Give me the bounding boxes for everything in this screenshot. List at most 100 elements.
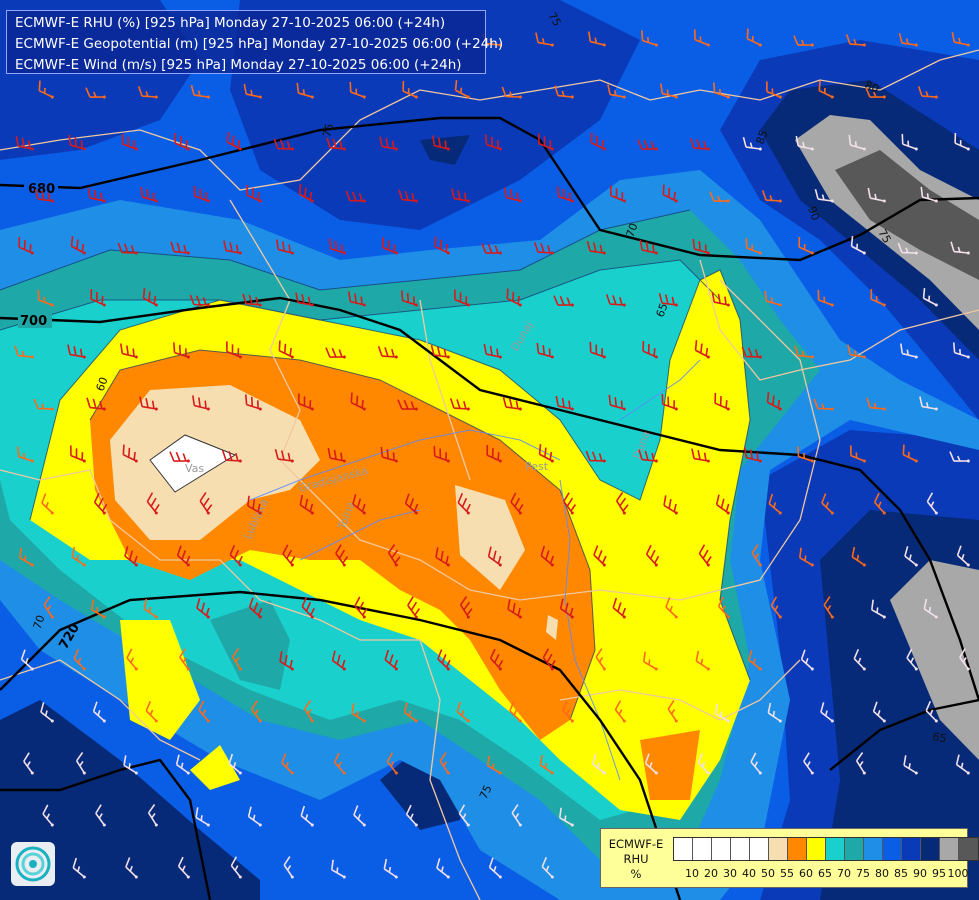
rhu-contour-labels: 75 80 85 90 75 70 65 60 75 65 70 75 (31, 10, 948, 801)
wind-barb (230, 856, 242, 879)
wind-barb (90, 288, 106, 307)
wind-barb (351, 703, 366, 723)
wind-barb (20, 649, 34, 671)
wind-barb (608, 394, 626, 411)
wind-barb (563, 492, 577, 515)
wind-barb (906, 648, 918, 671)
wind-barb (922, 288, 938, 307)
wind-barb (483, 343, 502, 359)
wind-barb (590, 132, 606, 151)
wind-barb (85, 87, 106, 99)
wind-barb (487, 546, 502, 567)
rivers (249, 359, 701, 781)
wind-barb (42, 804, 54, 827)
wind-barb (615, 492, 629, 515)
rhu-label: 70 (624, 221, 641, 239)
wind-barb (457, 492, 471, 515)
wind-barb (658, 292, 678, 307)
wind-barb (23, 752, 34, 775)
wind-barb (377, 346, 398, 359)
wind-barb (950, 241, 970, 255)
wind-barb (226, 341, 242, 359)
wind-barb (503, 187, 522, 203)
wind-barb (331, 859, 346, 879)
wind-barb (904, 546, 918, 567)
wind-barb (507, 599, 522, 619)
rhu-label: 60 (94, 375, 111, 393)
rhu-label: 75 (545, 10, 563, 29)
wind-barb (193, 185, 210, 203)
wind-barb (16, 446, 34, 463)
wind-barb (761, 190, 782, 203)
country-borders (0, 49, 979, 900)
wind-barb (538, 133, 554, 151)
legend-tick: 20 (704, 867, 718, 880)
wind-barb (501, 86, 522, 99)
rhu-85-90-area (420, 135, 470, 165)
wind-barb (589, 341, 606, 359)
legend-color-scale (673, 837, 979, 861)
wind-barb (382, 237, 398, 255)
legend-tick: 95 (932, 867, 946, 880)
wind-barb (593, 545, 607, 567)
wind-barb (126, 648, 138, 671)
wind-barb (398, 189, 418, 203)
wind-barb (405, 804, 418, 827)
wind-barb (605, 294, 626, 307)
rhu-95-100-area (835, 150, 979, 280)
wind-barb (295, 292, 314, 307)
wind-barb (174, 132, 190, 151)
wind-barb (177, 856, 190, 879)
wind-barb (587, 31, 606, 47)
wind-barb (793, 35, 814, 47)
wind-barb (865, 87, 886, 99)
wind-barb (872, 701, 886, 723)
wind-barb (454, 289, 470, 307)
wind-barb (926, 492, 938, 515)
wind-barb (19, 547, 34, 567)
wind-barb (853, 648, 866, 671)
wind-barb (117, 242, 138, 255)
legend-swatch (788, 838, 807, 860)
wind-barb (898, 32, 918, 47)
wind-barb (488, 857, 502, 879)
wind-barb (540, 545, 555, 567)
wind-barb (95, 804, 106, 827)
wind-barb (384, 649, 399, 671)
wind-barb (873, 492, 886, 515)
wind-barb (437, 649, 451, 671)
wind-barb (430, 344, 450, 359)
wind-barb (139, 396, 158, 411)
wind-barb (223, 240, 242, 255)
legend-swatch (807, 838, 826, 860)
wind-barb (502, 396, 522, 411)
wind-barb (37, 289, 54, 307)
wind-barb (142, 288, 158, 307)
wind-barb (119, 343, 138, 359)
legend-title-variable: RHU (623, 852, 649, 866)
wind-barb (72, 857, 86, 879)
wind-barb (695, 650, 710, 671)
wind-barb (813, 398, 834, 411)
legend-tick: 10 (685, 867, 699, 880)
wind-barb (226, 132, 242, 151)
wind-barb (955, 754, 970, 775)
wind-barb (662, 184, 678, 203)
wind-barb (555, 395, 574, 411)
wind-barb (796, 446, 814, 463)
wind-barb (644, 753, 658, 775)
wind-barb (451, 188, 470, 203)
wind-barb (535, 32, 554, 47)
wind-barb (439, 752, 450, 775)
wind-barb (698, 544, 712, 567)
wind-barb (283, 856, 294, 879)
wind-barb (353, 805, 366, 827)
wind-barb (766, 392, 782, 411)
wind-barb (952, 342, 970, 359)
wind-barb (959, 648, 970, 671)
wind-barb (902, 444, 918, 463)
legend-tick: 30 (723, 867, 737, 880)
wind-barb (169, 451, 190, 463)
wind-barb (191, 395, 210, 411)
